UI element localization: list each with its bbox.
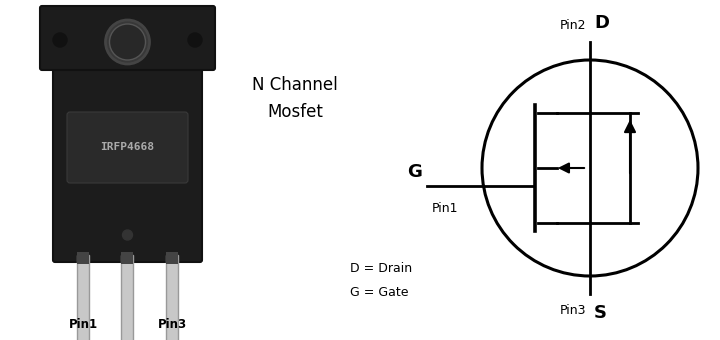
FancyBboxPatch shape <box>67 112 188 183</box>
Text: G = Gate: G = Gate <box>350 286 408 299</box>
Text: G: G <box>407 163 422 181</box>
Text: D = Drain: D = Drain <box>350 261 412 274</box>
Text: IRFP4668: IRFP4668 <box>101 142 155 153</box>
Text: Pin3: Pin3 <box>158 318 186 331</box>
Bar <box>77 252 89 264</box>
Text: N Channel: N Channel <box>252 76 338 94</box>
Bar <box>166 252 178 264</box>
Text: Mosfet: Mosfet <box>267 103 323 121</box>
Circle shape <box>188 33 202 47</box>
FancyBboxPatch shape <box>40 6 215 70</box>
Bar <box>166 255 178 340</box>
Text: Pin1: Pin1 <box>432 202 459 215</box>
Circle shape <box>53 33 67 47</box>
Bar <box>121 252 133 264</box>
Bar <box>77 255 89 340</box>
Text: S: S <box>594 304 607 322</box>
Circle shape <box>106 20 150 64</box>
Text: Pin2: Pin2 <box>559 19 586 32</box>
Circle shape <box>109 24 145 60</box>
Circle shape <box>122 230 132 240</box>
Text: Pin1: Pin1 <box>68 318 98 331</box>
Circle shape <box>482 60 698 276</box>
FancyBboxPatch shape <box>53 48 202 262</box>
Text: Pin3: Pin3 <box>559 304 586 317</box>
Bar <box>121 255 133 340</box>
Text: D: D <box>594 14 609 32</box>
